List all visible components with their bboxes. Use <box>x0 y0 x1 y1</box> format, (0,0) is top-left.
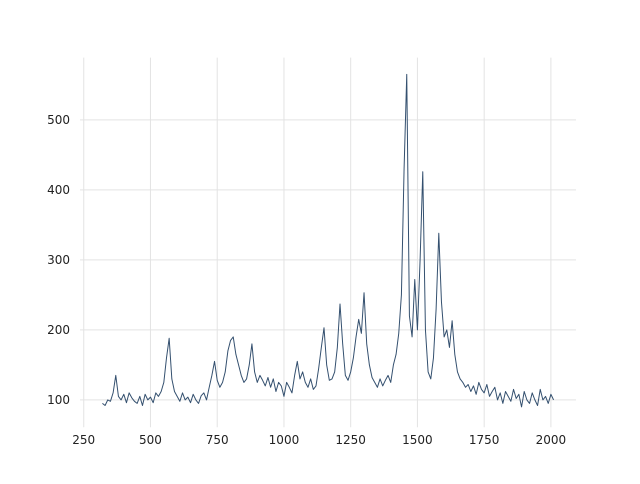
x-tick-label: 500 <box>139 433 162 447</box>
y-tick-label: 200 <box>47 323 70 337</box>
y-tick-label: 300 <box>47 253 70 267</box>
y-tick-label: 500 <box>47 113 70 127</box>
x-tick-label: 1250 <box>335 433 366 447</box>
x-tick-label: 1500 <box>402 433 433 447</box>
y-tick-label: 400 <box>47 183 70 197</box>
x-tick-label: 1000 <box>269 433 300 447</box>
x-tick-label: 2000 <box>536 433 567 447</box>
line-series <box>102 73 555 408</box>
x-tick-label: 250 <box>72 433 95 447</box>
y-tick-label: 100 <box>47 393 70 407</box>
x-tick-label: 1750 <box>469 433 500 447</box>
x-tick-label: 750 <box>206 433 229 447</box>
